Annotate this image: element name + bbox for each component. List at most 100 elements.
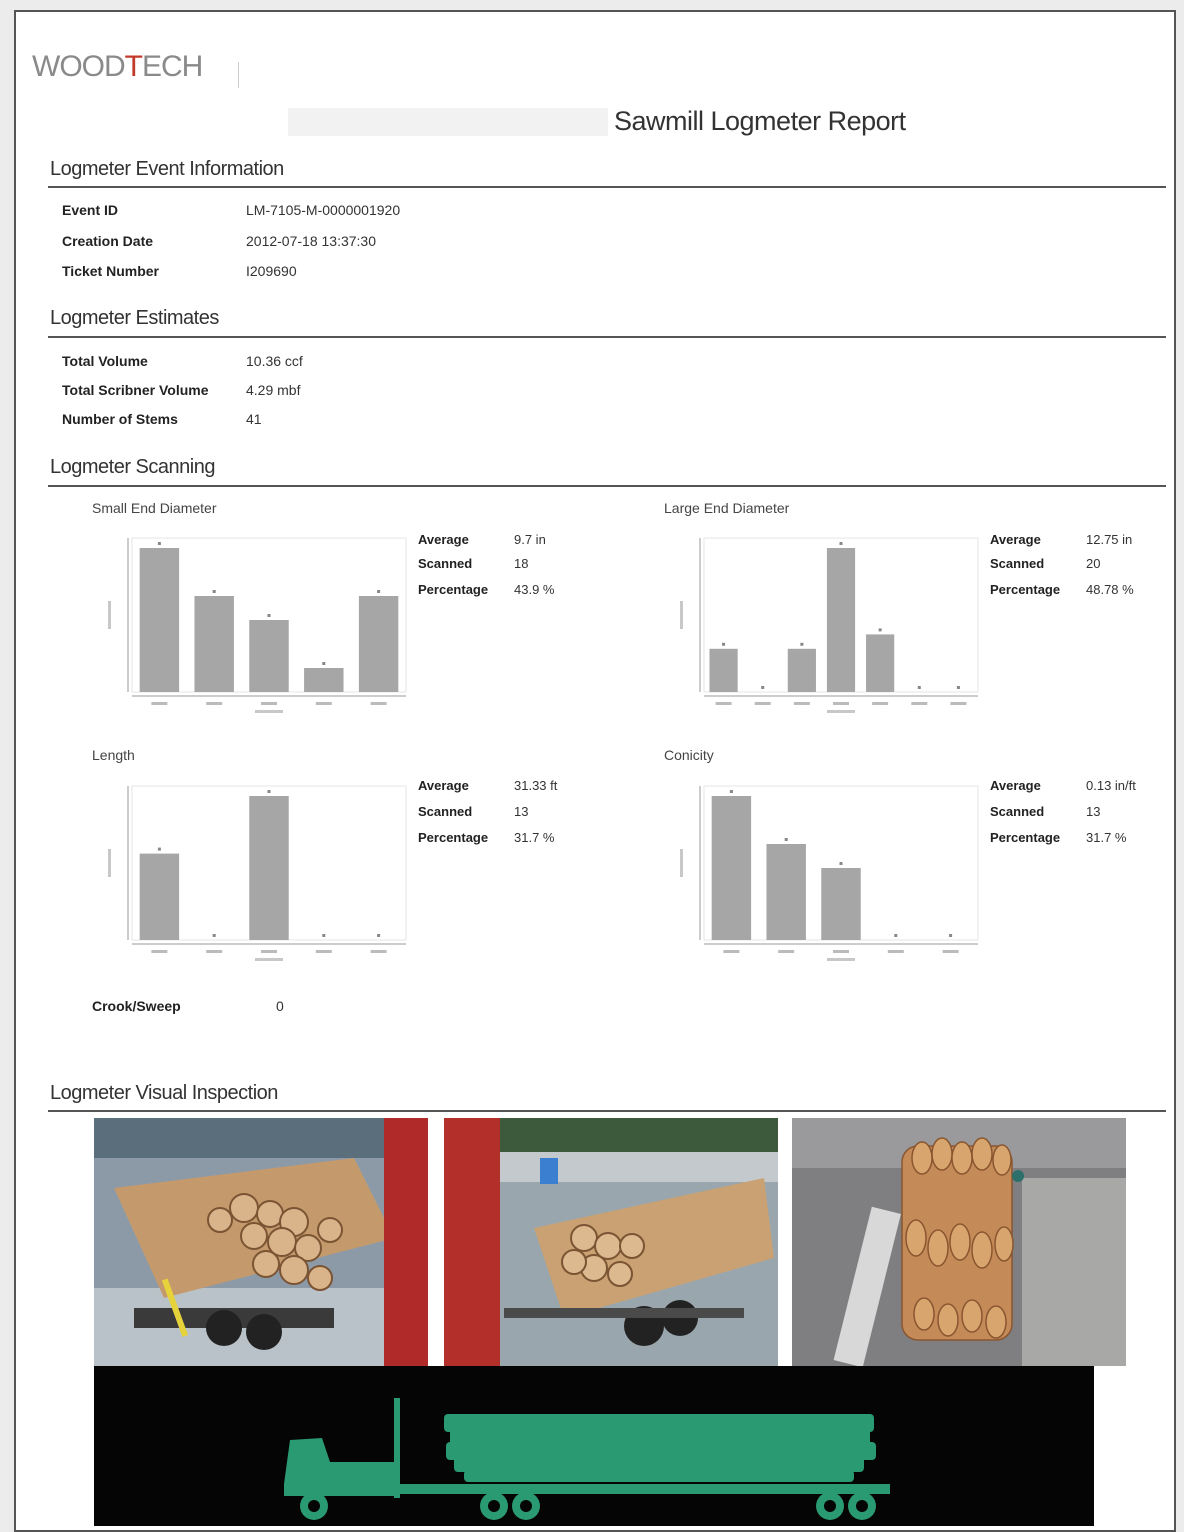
event-id-value: LM-7105-M-0000001920 — [246, 202, 401, 218]
bar-value-mark — [322, 662, 326, 665]
laser-scan-panel — [94, 1366, 1094, 1526]
report-page: WOODTECH Sawmill Logmeter Report Logmete… — [14, 10, 1176, 1532]
total-volume-value: 10.36 ccf — [246, 353, 303, 369]
x-tick-label — [942, 950, 959, 953]
chart-bar — [249, 620, 289, 692]
ticket-number-value: I209690 — [246, 263, 297, 279]
chart-title: Large End Diameter — [664, 500, 790, 516]
scanned-value: 13 — [1086, 804, 1101, 819]
large-end-diameter-chart — [670, 524, 986, 716]
x-tick-label — [778, 950, 795, 953]
truck-photo-left — [94, 1118, 428, 1366]
percentage-value: 43.9 % — [514, 582, 555, 597]
bar-value-mark — [839, 542, 843, 545]
percentage-value: 31.7 % — [1086, 830, 1127, 845]
average-value: 9.7 in — [514, 532, 546, 547]
creation-date-label: Creation Date — [62, 233, 154, 249]
x-axis-title — [827, 710, 855, 713]
bar-value-mark — [722, 642, 726, 646]
scanned-value: 20 — [1086, 556, 1101, 571]
chart-bar — [194, 596, 234, 692]
percentage-label: Percentage — [990, 582, 1061, 597]
stems-label: Number of Stems — [62, 411, 178, 427]
bar-value-mark — [800, 642, 804, 646]
section-rule — [48, 485, 1166, 487]
scanning-heading: Logmeter Scanning — [50, 456, 215, 478]
truck-photo-right — [792, 1118, 1126, 1366]
logo-wood: WOOD — [32, 50, 126, 83]
chart-bar — [866, 634, 895, 692]
bar-value-mark — [267, 614, 271, 617]
scanned-label: Scanned — [418, 804, 473, 819]
x-tick-label — [315, 702, 332, 705]
x-tick-label — [833, 702, 849, 705]
total-volume-label: Total Volume — [62, 353, 148, 369]
logo-t: T — [124, 50, 143, 83]
x-tick-label — [206, 702, 223, 705]
chart-bar — [766, 844, 806, 940]
y-axis-title — [680, 601, 683, 629]
x-tick-label — [872, 702, 889, 705]
percentage-value: 31.7 % — [514, 830, 555, 845]
y-axis-title — [108, 601, 111, 629]
bar-value-mark — [212, 934, 216, 937]
average-label: Average — [418, 532, 469, 547]
bar-value-mark — [878, 628, 882, 632]
bar-value-mark — [212, 590, 216, 593]
average-value: 31.33 ft — [514, 778, 558, 793]
percentage-label: Percentage — [418, 830, 489, 845]
chart-title: Length — [92, 747, 135, 763]
chart-bar — [249, 796, 289, 940]
x-tick-label — [151, 950, 168, 953]
scribner-volume-value: 4.29 mbf — [246, 382, 301, 398]
average-label: Average — [418, 778, 469, 793]
chart-bar — [139, 853, 180, 940]
conicity-chart — [670, 772, 986, 964]
event-id-label: Event ID — [62, 202, 119, 218]
percentage-value: 48.78 % — [1086, 582, 1134, 597]
x-axis-title — [827, 958, 855, 961]
x-tick-label — [370, 702, 387, 705]
bar-value-mark — [894, 934, 898, 937]
x-tick-label — [833, 950, 849, 953]
x-tick-label — [151, 702, 168, 705]
stems-value: 41 — [246, 411, 262, 427]
chart-bar — [709, 648, 738, 692]
bar-value-mark — [761, 686, 765, 689]
x-tick-label — [715, 702, 732, 705]
scanned-label: Scanned — [418, 556, 473, 571]
creation-date-value: 2012-07-18 13:37:30 — [246, 233, 376, 249]
logo-divider — [238, 62, 239, 88]
scanned-label: Scanned — [990, 804, 1045, 819]
bar-value-mark — [949, 934, 953, 937]
y-axis-title — [108, 849, 111, 877]
bar-value-mark — [917, 686, 921, 689]
bar-value-mark — [157, 847, 161, 851]
x-tick-label — [315, 950, 332, 953]
ticket-number-label: Ticket Number — [62, 263, 159, 279]
y-axis-title — [680, 849, 683, 877]
bar-value-mark — [839, 862, 843, 865]
scanned-label: Scanned — [990, 556, 1045, 571]
average-value: 0.13 in/ft — [1086, 778, 1136, 793]
scanned-value: 13 — [514, 804, 529, 819]
estimates-heading: Logmeter Estimates — [50, 307, 219, 329]
x-tick-label — [261, 702, 277, 705]
bar-value-mark — [377, 934, 381, 937]
bar-value-mark — [267, 790, 271, 793]
x-tick-label — [723, 950, 740, 953]
chart-bar — [304, 668, 344, 692]
report-title: Sawmill Logmeter Report — [614, 106, 906, 136]
small-end-diameter-chart — [98, 524, 414, 716]
x-tick-label — [206, 950, 223, 953]
x-axis-title — [255, 958, 283, 961]
x-tick-label — [887, 950, 904, 953]
x-tick-label — [754, 702, 771, 705]
average-label: Average — [990, 778, 1041, 793]
percentage-label: Percentage — [990, 830, 1061, 845]
crook-sweep-label: Crook/Sweep — [92, 998, 181, 1014]
x-tick-label — [261, 950, 277, 953]
chart-bar — [711, 796, 752, 940]
title-bar — [288, 108, 608, 136]
visual-inspection-heading: Logmeter Visual Inspection — [50, 1082, 278, 1104]
